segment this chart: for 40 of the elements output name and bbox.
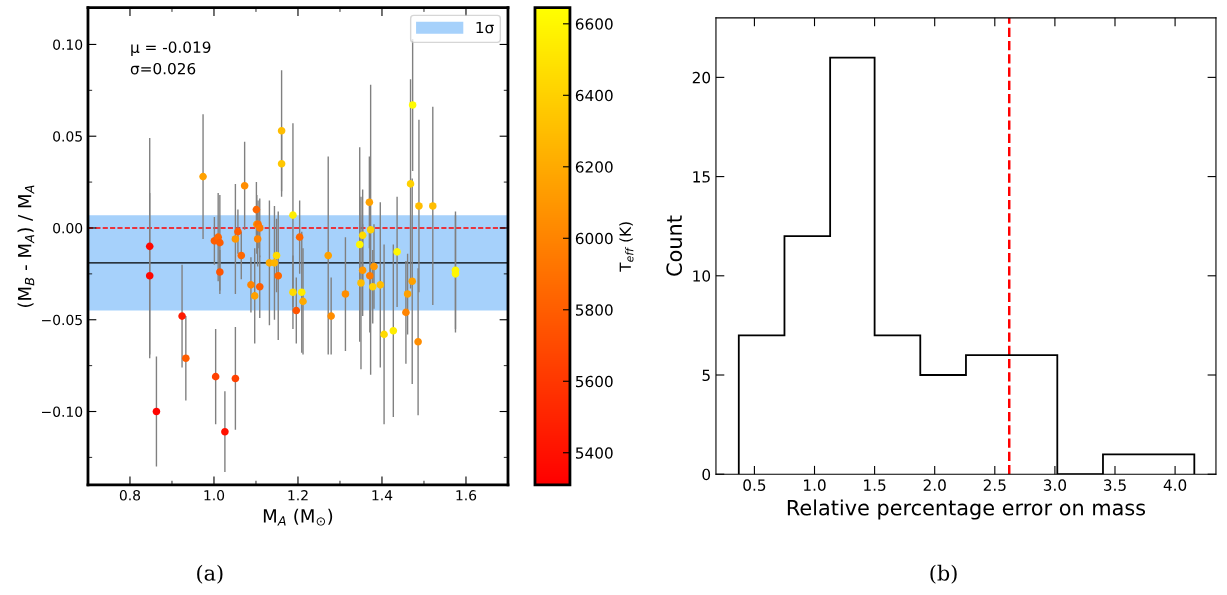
x-tick-label: 4.0 bbox=[1163, 479, 1187, 491]
color-bar-label: 6600 bbox=[575, 18, 613, 30]
y-tick-label: 0 bbox=[702, 468, 711, 481]
color-bar-label: 5800 bbox=[575, 304, 613, 316]
color-bar-label: 6200 bbox=[575, 161, 613, 173]
x-tick-label: 1.5 bbox=[864, 479, 886, 491]
text: (a) bbox=[197, 564, 223, 584]
x-tick-label: 1.0 bbox=[204, 490, 225, 501]
y-tick-label: 20 bbox=[692, 71, 711, 84]
y-tick-label: 15 bbox=[693, 171, 710, 183]
color-bar-title: T$_{eff}$ (K) bbox=[619, 222, 634, 272]
y-tick-label: 10 bbox=[693, 270, 711, 282]
x-tick-label: 3.0 bbox=[1043, 479, 1067, 491]
x-tick-label: 1.4 bbox=[372, 490, 393, 501]
legend-label: 1σ bbox=[476, 21, 494, 34]
y-tick-label: −0.10 bbox=[42, 406, 83, 417]
x-tick-label: 0.8 bbox=[119, 490, 141, 501]
y-tick-label: −0.05 bbox=[42, 314, 82, 326]
y-tick-label: 5 bbox=[702, 369, 710, 382]
x-tick-label: 1.0 bbox=[804, 479, 826, 491]
x-axis-title: M$_{A}$ (M$_{⊙}$) bbox=[263, 508, 333, 526]
x-axis-title: Relative percentage error on mass bbox=[787, 499, 1146, 520]
annotation: μ = -0.019 bbox=[131, 41, 211, 56]
text: (b) bbox=[930, 564, 957, 584]
color-bar-label: 5600 bbox=[575, 375, 613, 388]
x-tick-label: 2.5 bbox=[983, 479, 1006, 491]
color-bar-label: 6000 bbox=[575, 232, 613, 245]
y-tick-label: 0.00 bbox=[53, 222, 83, 234]
y-tick-label: 0.05 bbox=[53, 131, 82, 142]
color-bar-label: 5400 bbox=[575, 447, 613, 459]
x-tick-label: 0.5 bbox=[743, 479, 766, 491]
y-axis-title: Count bbox=[666, 215, 683, 276]
annotation: σ=0.026 bbox=[130, 62, 196, 75]
y-axis-title: (M$_{B}$ - M$_{A}$) / M$_{A}$ bbox=[17, 185, 35, 307]
x-tick-label: 1.2 bbox=[288, 490, 308, 501]
x-tick-label: 3.5 bbox=[1104, 479, 1126, 491]
color-bar-label: 6400 bbox=[575, 89, 613, 102]
x-tick-label: 2.0 bbox=[923, 479, 946, 491]
y-tick-label: 0.10 bbox=[53, 39, 83, 50]
x-tick-label: 1.6 bbox=[456, 490, 477, 501]
